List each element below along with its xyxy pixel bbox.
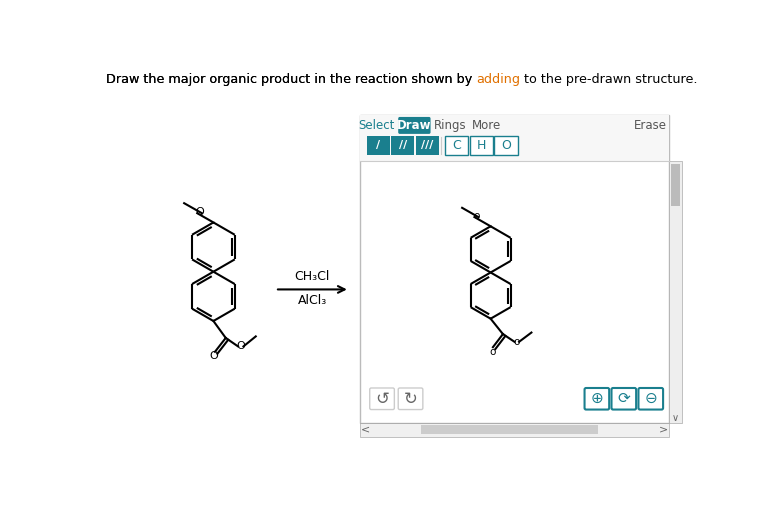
- Text: ↺: ↺: [375, 390, 389, 408]
- FancyBboxPatch shape: [495, 136, 518, 155]
- Text: ///: ///: [421, 141, 434, 151]
- FancyBboxPatch shape: [367, 136, 390, 155]
- Text: adding: adding: [476, 73, 519, 86]
- Text: C: C: [452, 139, 461, 152]
- Text: //: //: [399, 141, 407, 151]
- Text: O: O: [210, 351, 218, 361]
- FancyBboxPatch shape: [470, 136, 493, 155]
- FancyBboxPatch shape: [639, 388, 663, 409]
- Text: ⊖: ⊖: [644, 391, 657, 406]
- FancyBboxPatch shape: [360, 115, 669, 422]
- FancyBboxPatch shape: [399, 388, 423, 409]
- FancyBboxPatch shape: [416, 136, 439, 155]
- Text: o: o: [473, 211, 480, 221]
- Bar: [421, 425, 598, 434]
- Text: H: H: [477, 139, 486, 152]
- FancyBboxPatch shape: [392, 136, 414, 155]
- Text: /: /: [376, 141, 381, 151]
- Text: ⟳: ⟳: [618, 391, 630, 406]
- FancyBboxPatch shape: [370, 388, 395, 409]
- Bar: [360, 115, 669, 161]
- FancyBboxPatch shape: [445, 136, 468, 155]
- Text: ∨: ∨: [672, 413, 679, 423]
- Text: <: <: [361, 425, 370, 434]
- Text: O: O: [195, 208, 204, 217]
- Bar: [669, 161, 682, 422]
- FancyBboxPatch shape: [584, 388, 609, 409]
- Text: ⊕: ⊕: [590, 391, 603, 406]
- FancyBboxPatch shape: [399, 117, 431, 134]
- FancyBboxPatch shape: [612, 388, 636, 409]
- Text: More: More: [472, 119, 502, 132]
- Text: Draw the major organic product in the reaction shown by: Draw the major organic product in the re…: [105, 73, 476, 86]
- Text: CH₃Cl: CH₃Cl: [295, 270, 330, 283]
- Text: Draw the major organic product in the reaction shown by: Draw the major organic product in the re…: [105, 73, 476, 86]
- Text: Erase: Erase: [633, 119, 666, 132]
- Text: >: >: [658, 425, 668, 434]
- Bar: [671, 164, 680, 206]
- Text: Rings: Rings: [434, 119, 467, 132]
- Text: Select: Select: [359, 119, 395, 132]
- Text: o: o: [489, 347, 495, 357]
- Text: O: O: [501, 139, 511, 152]
- Text: o: o: [513, 337, 520, 347]
- Bar: [360, 422, 669, 436]
- Text: AlCl₃: AlCl₃: [298, 294, 327, 307]
- Text: ↻: ↻: [403, 390, 417, 408]
- Text: O: O: [236, 342, 245, 351]
- Text: Draw: Draw: [397, 119, 431, 132]
- Text: to the pre-drawn structure.: to the pre-drawn structure.: [519, 73, 697, 86]
